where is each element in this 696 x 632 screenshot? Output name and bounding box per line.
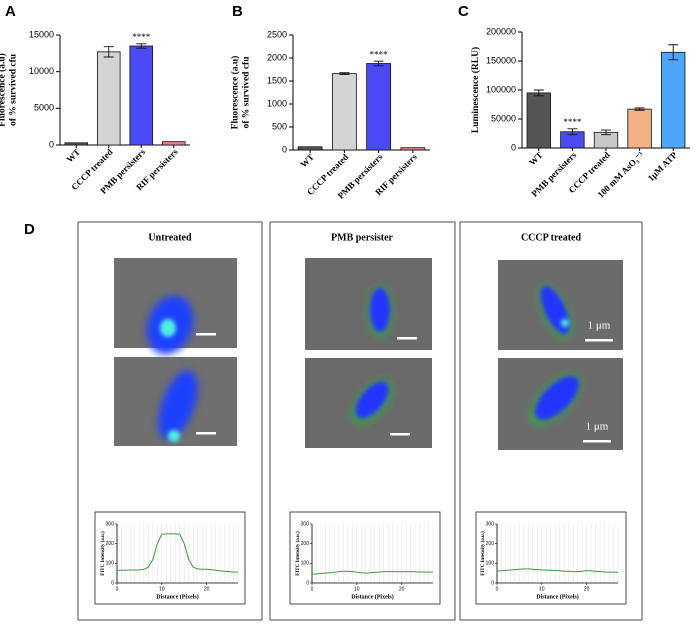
error-bar bbox=[601, 129, 611, 136]
y-tick-label: 300 bbox=[301, 521, 310, 527]
x-tick-label: 1μM ATP bbox=[646, 149, 680, 183]
error-bar bbox=[103, 46, 114, 58]
bar bbox=[366, 63, 392, 151]
y-tick-label: 50000 bbox=[491, 113, 516, 123]
x-tick-label: 10 bbox=[354, 586, 360, 592]
y-tick-label: 200 bbox=[486, 541, 495, 547]
bar bbox=[331, 73, 357, 151]
x-tick-label: 10 bbox=[159, 586, 165, 592]
bar bbox=[161, 141, 186, 146]
y-tick-label: 500 bbox=[272, 121, 287, 131]
bar bbox=[627, 108, 652, 149]
y-axis-label: Luminescence (RLU) bbox=[470, 47, 481, 133]
y-axis-label: FITC Intensity (a.u.) bbox=[296, 531, 301, 576]
y-tick-label: 0 bbox=[306, 580, 309, 586]
error-bar bbox=[634, 107, 645, 111]
error-bar bbox=[136, 43, 147, 49]
y-tick-label: 150000 bbox=[486, 55, 516, 65]
micrograph bbox=[305, 258, 432, 350]
significance: **** bbox=[563, 117, 582, 127]
column-title: CCCP treated bbox=[521, 232, 582, 243]
bar bbox=[96, 51, 121, 146]
y-tick-label: 15000 bbox=[29, 29, 54, 39]
x-axis-label: Distance (Pixels) bbox=[156, 593, 199, 600]
scale-label: 1 μm bbox=[588, 320, 611, 332]
y-tick-label: 1500 bbox=[267, 75, 287, 85]
y-tick-label: 0 bbox=[511, 142, 516, 152]
error-bar bbox=[567, 128, 578, 136]
micrograph bbox=[114, 357, 237, 446]
y-tick-label: 300 bbox=[486, 521, 495, 527]
column-title: PMB persister bbox=[331, 232, 393, 243]
micrograph: 1 μm bbox=[498, 260, 623, 350]
y-axis-label: Fluorescence (a.u) bbox=[230, 56, 241, 130]
y-tick-label: 200 bbox=[301, 541, 310, 547]
bar bbox=[129, 45, 154, 146]
column-title: Untreated bbox=[148, 232, 192, 243]
line bbox=[496, 568, 619, 573]
y-tick-label: 2500 bbox=[267, 29, 287, 39]
y-tick-label: 5000 bbox=[34, 103, 54, 113]
x-tick-label: 20 bbox=[399, 586, 405, 592]
significance: **** bbox=[370, 49, 389, 59]
x-tick-label: WT bbox=[64, 147, 82, 165]
bar bbox=[661, 51, 686, 149]
y-tick-label: 300 bbox=[106, 521, 115, 527]
y-axis-label: of % survived cfu bbox=[9, 53, 19, 126]
y-axis-label: of % survived cfu bbox=[242, 56, 252, 129]
x-tick-label: 0 bbox=[311, 586, 314, 592]
error-bar bbox=[373, 60, 384, 67]
y-axis-label: Fluorescence (a.u) bbox=[0, 53, 8, 127]
x-axis-label: Distance (Pixels) bbox=[536, 593, 579, 600]
y-tick-label: 0 bbox=[111, 580, 114, 586]
micrograph bbox=[305, 358, 432, 448]
error-bar bbox=[668, 44, 679, 61]
panel-label: A bbox=[5, 3, 16, 20]
y-tick-label: 0 bbox=[282, 144, 287, 154]
y-tick-label: 100 bbox=[301, 561, 310, 567]
y-tick-label: 200 bbox=[106, 541, 115, 547]
y-tick-label: 100 bbox=[486, 561, 495, 567]
bar bbox=[526, 92, 551, 149]
error-bar bbox=[339, 72, 350, 76]
y-axis-label: FITC Intensity (a.u.) bbox=[101, 531, 106, 576]
y-tick-label: 2000 bbox=[267, 52, 287, 62]
y-tick-label: 100000 bbox=[486, 84, 516, 94]
x-axis-label: Distance (Pixels) bbox=[351, 593, 394, 600]
x-tick-label: WT bbox=[527, 150, 545, 168]
x-tick-label: 0 bbox=[496, 586, 499, 592]
y-tick-label: 1000 bbox=[267, 98, 287, 108]
micrograph bbox=[114, 258, 237, 355]
panel-label: B bbox=[232, 3, 243, 20]
scale-label: 1 μm bbox=[586, 421, 609, 433]
x-tick-label: 0 bbox=[116, 586, 119, 592]
x-tick-label: 10 bbox=[539, 586, 545, 592]
x-tick-label: 20 bbox=[204, 586, 210, 592]
panel-frames bbox=[77, 221, 643, 621]
y-tick-label: 0 bbox=[49, 139, 54, 149]
y-tick-label: 100 bbox=[106, 561, 115, 567]
line bbox=[117, 533, 239, 573]
x-tick-label: 20 bbox=[584, 586, 590, 592]
error-bar bbox=[533, 89, 544, 97]
panel-label: D bbox=[24, 221, 35, 238]
bar bbox=[64, 142, 89, 146]
significance: **** bbox=[132, 32, 151, 42]
y-axis-label: FITC Intensity (a.u.) bbox=[481, 531, 486, 576]
panel-label: C bbox=[458, 3, 469, 20]
x-tick-label: WT bbox=[298, 152, 316, 170]
y-tick-label: 200000 bbox=[486, 26, 516, 36]
y-tick-label: 10000 bbox=[29, 66, 54, 76]
y-tick-label: 0 bbox=[491, 580, 494, 586]
line bbox=[311, 570, 433, 575]
bar bbox=[400, 147, 426, 151]
bar bbox=[297, 146, 323, 151]
micrograph: 1 μm bbox=[498, 358, 623, 450]
